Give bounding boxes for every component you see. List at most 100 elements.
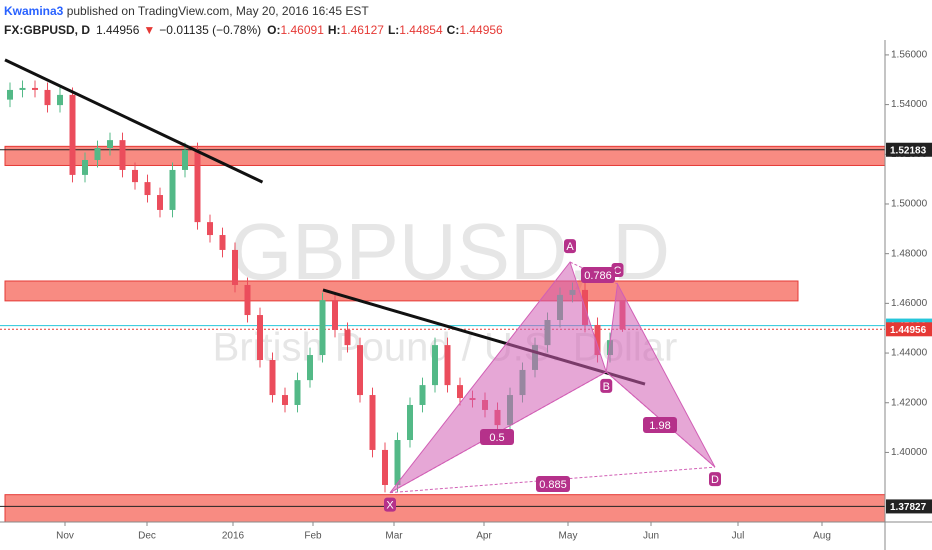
candle-body [419,385,426,405]
candle-body [119,140,126,170]
h-value: 1.46127 [341,23,385,37]
candle-body [457,385,463,399]
point-label-box [709,472,721,487]
x-tick-label: 2016 [222,531,245,542]
candle-body [357,345,363,396]
change: −0.01135 (−0.78%) [159,23,261,37]
candle-body [169,169,176,210]
y-tick-label: 1.54000 [891,99,928,110]
price-tag-label: 1.37827 [890,502,927,513]
x-tick-label: Dec [138,531,156,542]
candle-body [244,284,251,316]
c-value: 1.44956 [459,23,503,37]
pattern-leg [389,466,716,494]
x-tick-label: Nov [56,531,74,542]
ratio-label: 0.786 [584,270,612,282]
candle-body [332,300,338,330]
ratio-box [536,476,570,492]
candle-body [132,169,138,183]
last: 1.44956 [96,23,140,37]
candle-body [57,94,63,106]
point-label-box [564,239,576,254]
x-tick-label: Jul [732,531,745,542]
published: published on TradingView.com, May 20, 20… [63,4,369,18]
x-tick-label: Mar [385,531,403,542]
candle-body [94,148,101,161]
l-label: L: [388,23,399,37]
candle-body [444,345,451,386]
y-tick-label: 1.40000 [891,447,928,458]
candle-body [394,440,401,485]
price-tag-label: 1.44956 [890,325,927,336]
candle-body [144,182,151,196]
y-tick-label: 1.50000 [891,199,928,210]
zone [4,494,886,523]
candle-body [382,449,388,485]
candle-body [219,235,226,250]
ratio-label: 1.98 [649,420,670,432]
candle-body [32,87,38,90]
point-label-box [384,497,396,512]
x-tick-label: Aug [813,531,831,542]
zone [4,145,886,166]
candle-body [157,195,163,210]
candle-body [319,300,326,356]
o-label: O: [267,23,280,37]
point-label: D [711,474,719,486]
candle-body [82,160,88,175]
y-tick-label: 1.44000 [891,348,928,359]
symbol-line: FX:GBPUSD, D 1.44956 ▼ −0.01135 (−0.78%) O:1… [4,23,503,37]
candle-body [269,360,276,396]
l-value: 1.44854 [399,23,443,37]
candle-body [107,140,113,149]
x-tick-label: May [559,531,578,542]
y-tick-label: 1.48000 [891,248,928,259]
ratio-box [581,267,615,283]
candle-body [369,395,376,450]
h-label: H: [328,23,341,37]
candle-body [432,345,438,386]
price-tag-label: 1.52183 [890,145,927,156]
candle-body [69,94,76,175]
arrow: ▼ [143,23,155,37]
price-tag [886,142,932,157]
ratio-label: 0.885 [539,479,567,491]
x-tick-label: Feb [304,531,322,542]
ratio-label: 0.5 [489,432,504,444]
ratio-box [643,417,677,433]
point-label: B [603,381,610,393]
candle-body [182,150,188,170]
candle-body [207,222,213,236]
point-label: A [566,241,574,253]
point-label: X [386,500,394,512]
candle-body [44,89,51,106]
symbol: FX:GBPUSD, D [4,23,90,37]
point-label-box [600,378,613,393]
point-label: C [614,265,622,277]
candle-body [232,249,238,285]
trendline [4,58,264,184]
candle-body [307,355,313,381]
candle-body [19,87,26,90]
candle-body [407,404,413,441]
candle-body [282,395,288,405]
author: Kwamina3 [4,4,64,18]
candle-body [594,324,601,356]
header-line: Kwamina3 published on TradingView.com, M… [4,4,369,18]
x-tick-label: Apr [476,531,492,542]
price-tag [886,322,932,337]
y-tick-label: 1.42000 [891,397,928,408]
candle-body [257,315,263,361]
x-tick-label: Jun [643,531,659,542]
candle-body [294,380,301,405]
price-tag [886,499,932,514]
candle-body [194,150,201,223]
o-value: 1.46091 [281,23,325,37]
zone [4,280,799,302]
c-label: C: [447,23,460,37]
y-tick-label: 1.46000 [891,298,928,309]
pattern-leg [389,371,607,494]
candle-body [344,329,351,346]
